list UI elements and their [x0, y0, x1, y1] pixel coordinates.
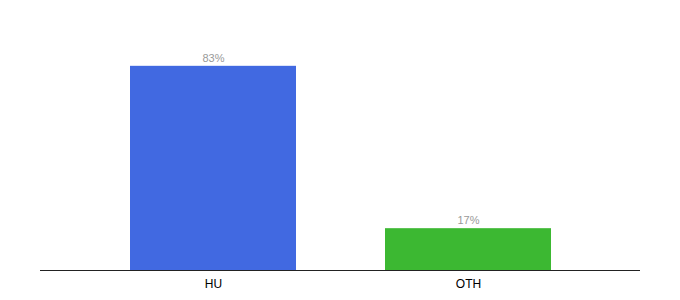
svg-text:83%: 83%	[202, 52, 224, 64]
svg-text:HU: HU	[205, 277, 222, 291]
svg-text:OTH: OTH	[456, 277, 481, 291]
svg-text:17%: 17%	[457, 214, 479, 226]
